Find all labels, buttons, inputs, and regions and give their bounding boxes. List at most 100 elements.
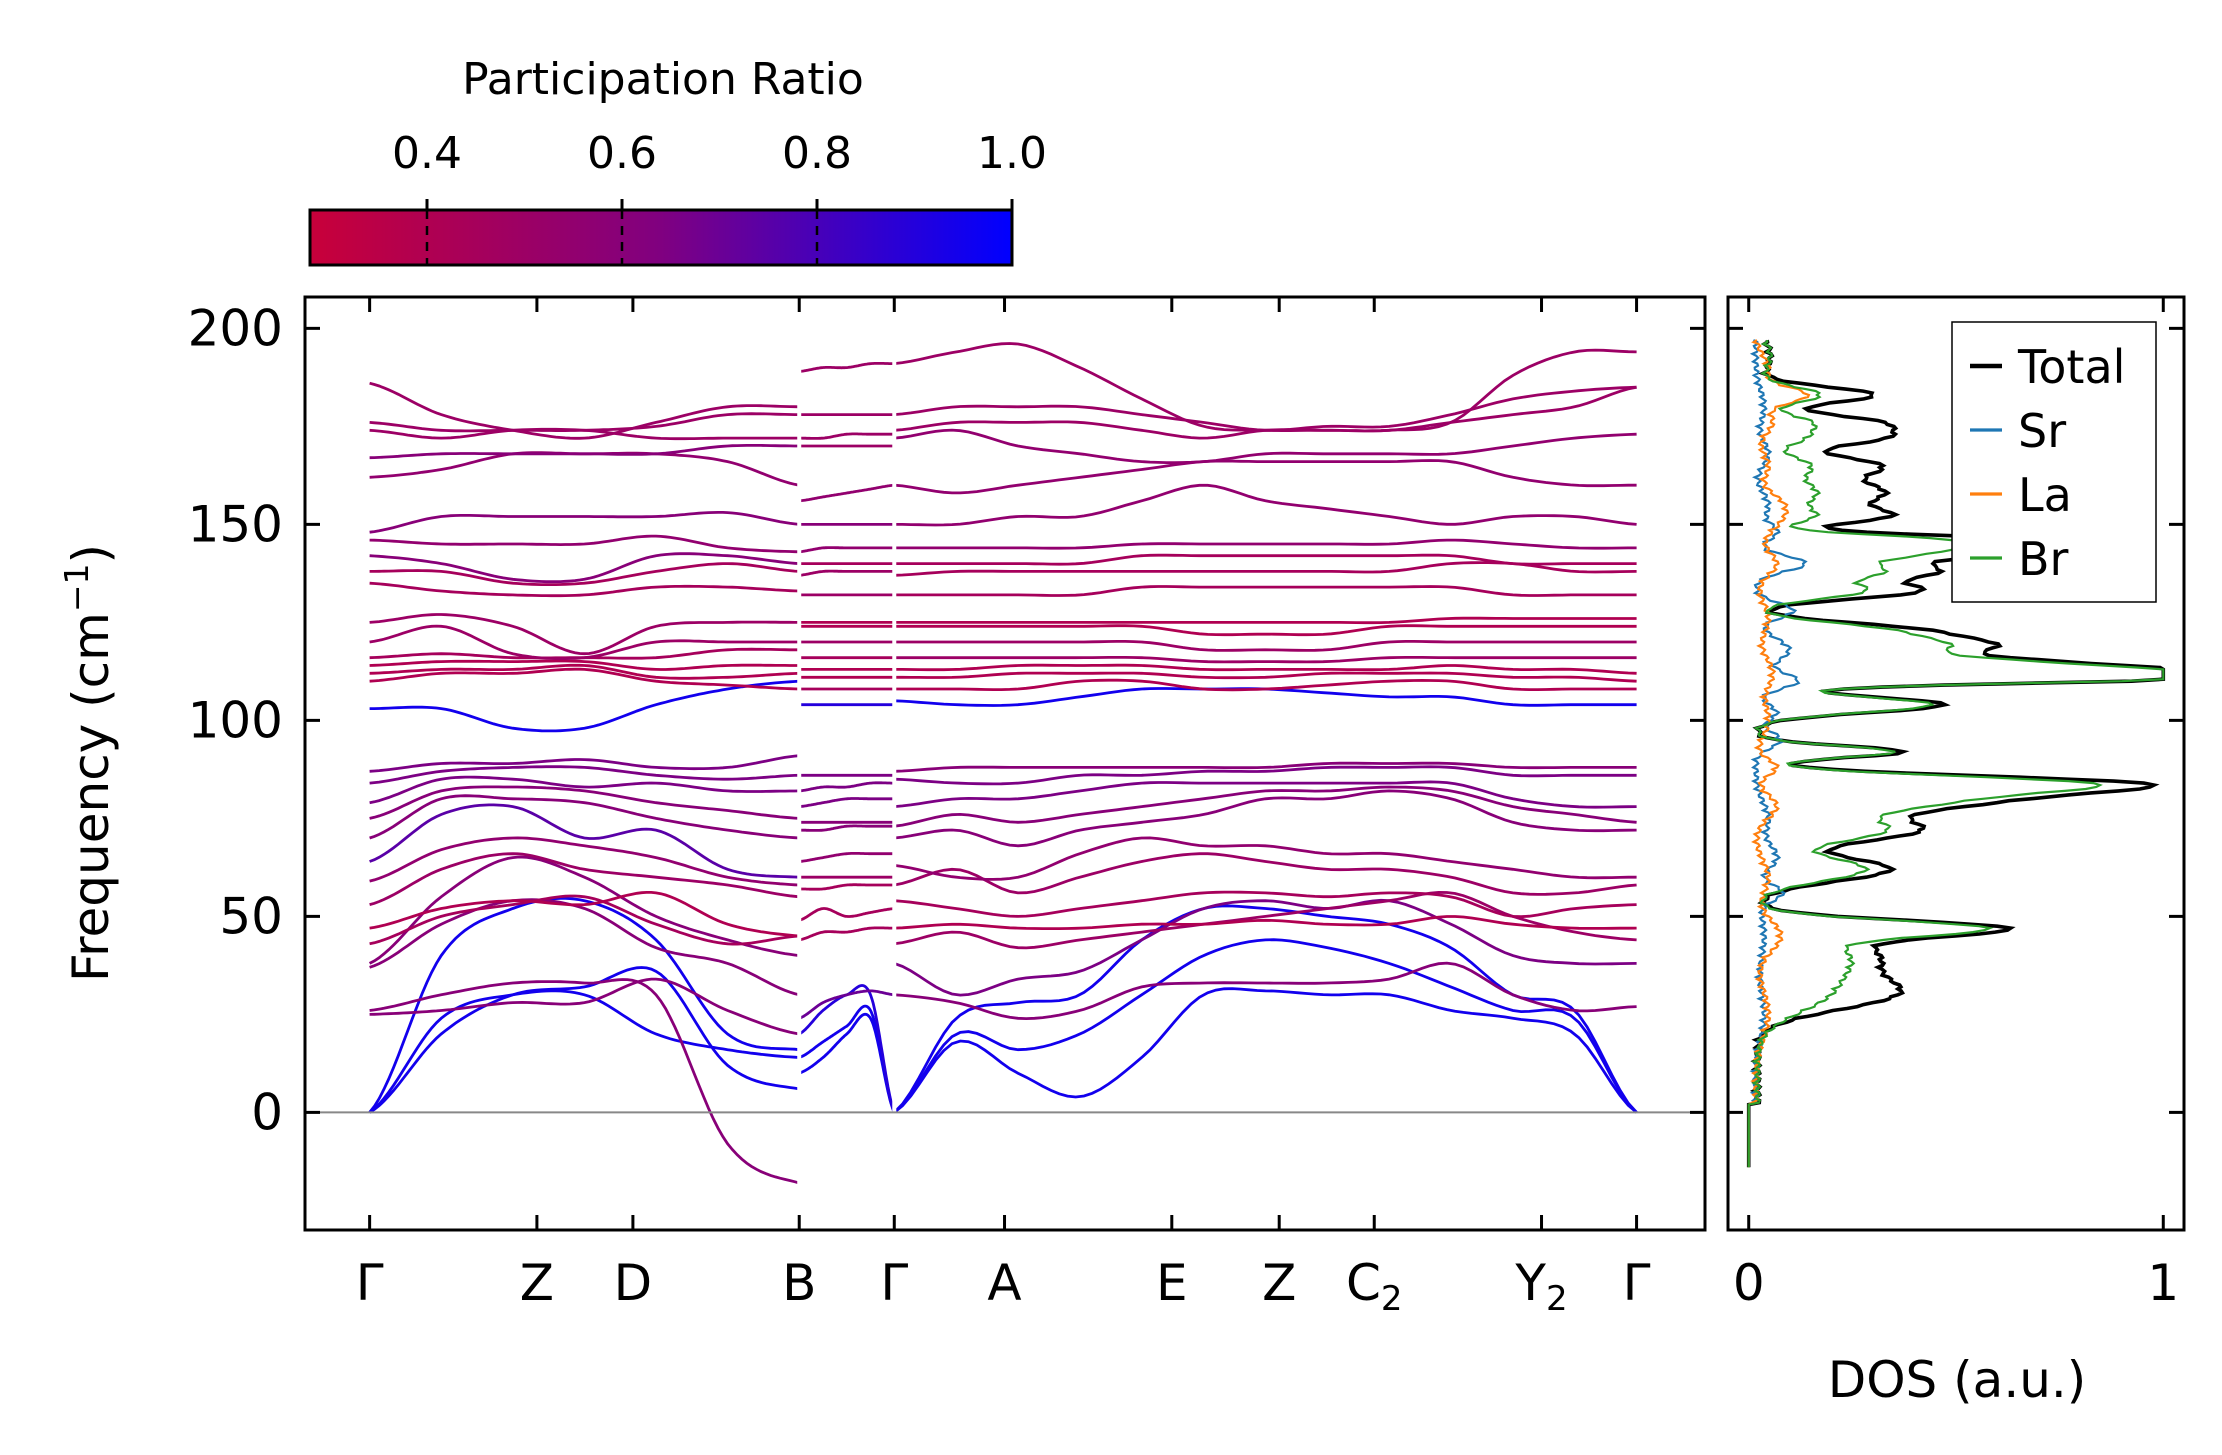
phonon-band-0-24	[369, 581, 800, 598]
phonon-band-2-16	[894, 678, 1637, 692]
phonon-band-1-9	[799, 824, 895, 832]
y-tick-label: 50	[219, 887, 283, 945]
phonon-band-0-1	[368, 989, 800, 1114]
phonon-band-0-22	[369, 624, 800, 661]
phonon-band-0-25	[369, 562, 800, 586]
colorbar-ticks: 0.4 0.6 0.8 1.0	[392, 128, 1047, 265]
phonon-band-1-27	[799, 483, 895, 503]
colorbar-label: Participation Ratio	[462, 54, 864, 105]
phonon-band-1-23	[799, 569, 895, 577]
phonon-band-0-10	[369, 836, 800, 887]
kpoint-label: E	[1156, 1254, 1188, 1312]
colorbar: Participation Ratio 0.4 0.6 0.8 1.0	[308, 54, 1047, 267]
phonon-band-0-7	[369, 894, 800, 946]
phonon-band-0-33	[369, 381, 800, 440]
dos-x-tick-label: 0	[1733, 1254, 1765, 1312]
phonon-band-2-22	[894, 616, 1637, 625]
dos-curves	[1746, 339, 2166, 1168]
phonon-band-1-0	[798, 1012, 896, 1113]
phonon-band-0-8	[369, 891, 800, 938]
phonon-band-1-12	[799, 781, 895, 793]
phonon-band-1-5	[798, 907, 895, 922]
kpoint-label: Y2	[1514, 1254, 1567, 1319]
phonon-band-2-17	[894, 671, 1637, 683]
y-axis-label: Frequency (cm−1)	[57, 544, 120, 982]
phonon-band-2-23	[894, 585, 1637, 597]
phonon-band-2-13	[894, 765, 1637, 786]
phonon-band-0-12	[369, 794, 800, 840]
y-tick-label: 100	[188, 691, 283, 749]
phonon-band-2-10	[894, 789, 1637, 848]
y-axis-label-superscript: −1	[57, 563, 96, 612]
y-tick-label: 0	[251, 1083, 283, 1141]
phonon-band-2-12	[894, 780, 1637, 809]
phonon-band-0-4	[369, 978, 800, 1185]
phonon-band-2-11	[894, 785, 1637, 828]
kpoint-label: Z	[520, 1254, 554, 1312]
phonon-band-0-0	[368, 966, 800, 1114]
phonon-band-0-20	[369, 659, 800, 671]
legend-frame	[1951, 321, 2157, 603]
phonon-band-0-11	[369, 803, 800, 879]
phonon-band-1-8	[799, 852, 895, 863]
phonon-band-2-19	[894, 656, 1637, 664]
phonon-band-2-31	[894, 385, 1637, 432]
phonon-band-0-3	[369, 977, 800, 1036]
band-axis-ticks: 0 50 100 150 200 Γ Z D B Γ A E Z C2 Y2 Γ	[188, 297, 1705, 1319]
band-plot-frame	[303, 295, 1707, 1232]
phonon-band-2-29	[894, 428, 1637, 464]
phonon-band-2-1	[893, 938, 1638, 1114]
phonon-bands	[368, 337, 1638, 1190]
kpoint-label: Γ	[880, 1254, 908, 1312]
phonon-band-2-18	[894, 663, 1637, 675]
phonon-band-0-27	[369, 534, 800, 554]
phonon-band-2-21	[894, 624, 1637, 637]
dos-legend: Total Sr La Br	[1951, 321, 2157, 603]
phonon-band-2-20	[894, 640, 1637, 652]
phonon-band-1-11	[799, 797, 895, 808]
phonon-band-0-17	[369, 679, 800, 733]
kpoint-label: Γ	[356, 1254, 384, 1312]
phonon-band-0-18	[369, 667, 800, 691]
phonon-band-0-28	[369, 511, 800, 534]
colorbar-tick-label: 0.8	[782, 128, 852, 179]
phonon-band-0-19	[369, 663, 800, 680]
phonon-band-0-29	[369, 451, 800, 487]
phonon-band-2-28	[894, 459, 1637, 495]
legend-label-la: La	[2018, 468, 2072, 522]
dos-plot-frame	[1726, 295, 2186, 1232]
phonon-band-1-4	[798, 926, 895, 942]
phonon-band-2-6	[894, 915, 1637, 930]
colorbar-tick-label: 0.6	[587, 128, 657, 179]
dos-curve-la	[1747, 339, 1811, 1168]
phonon-band-1-25	[799, 546, 895, 554]
colorbar-tick-label: 0.4	[392, 128, 462, 179]
phonon-band-0-9	[369, 852, 800, 906]
phonon-band-2-15	[894, 687, 1637, 707]
phonon-band-1-6	[799, 883, 895, 891]
legend-label-br: Br	[2018, 532, 2069, 586]
phonon-band-2-7	[894, 890, 1637, 919]
phonon-band-0-5	[369, 898, 800, 997]
phonon-band-2-3	[894, 961, 1637, 1021]
colorbar-gradient	[308, 208, 1014, 267]
phonon-band-0-14	[369, 775, 800, 805]
y-tick-label: 150	[188, 495, 283, 553]
kpoint-label: A	[987, 1254, 1021, 1312]
kpoint-label: C2	[1346, 1254, 1403, 1319]
phonon-band-0-15	[369, 765, 800, 785]
band-structure-axes: 0 50 100 150 200 Γ Z D B Γ A E Z C2 Y2 Γ Frequency (cm−…	[57, 295, 1707, 1319]
y-tick-label: 200	[188, 299, 283, 357]
phonon-band-0-13	[369, 785, 800, 820]
phonon-band-0-23	[369, 613, 800, 656]
kpoint-label: B	[782, 1254, 816, 1312]
dos-x-tick-label: 1	[2147, 1254, 2179, 1312]
kpoint-label: Γ	[1623, 1254, 1651, 1312]
legend-label-total: Total	[2017, 340, 2125, 394]
phonon-band-1-1	[798, 1004, 896, 1113]
kpoint-label: Z	[1262, 1254, 1296, 1312]
phonon-band-0-26	[369, 552, 800, 584]
phonon-band-0-6	[368, 855, 800, 965]
